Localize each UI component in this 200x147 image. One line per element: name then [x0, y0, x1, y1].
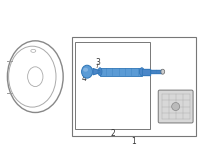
Polygon shape — [100, 68, 142, 76]
Bar — [75, 42, 150, 129]
Circle shape — [172, 103, 180, 111]
Ellipse shape — [98, 68, 102, 76]
Text: 1: 1 — [131, 137, 136, 146]
Ellipse shape — [82, 65, 93, 78]
FancyBboxPatch shape — [158, 90, 193, 123]
Ellipse shape — [83, 68, 88, 72]
Bar — [72, 37, 196, 136]
Ellipse shape — [139, 68, 144, 76]
Text: 2: 2 — [110, 129, 115, 138]
Text: 3: 3 — [96, 58, 100, 67]
Polygon shape — [150, 70, 162, 73]
Text: 4: 4 — [82, 74, 87, 83]
Ellipse shape — [161, 69, 165, 74]
Polygon shape — [93, 69, 100, 75]
Polygon shape — [142, 69, 150, 75]
